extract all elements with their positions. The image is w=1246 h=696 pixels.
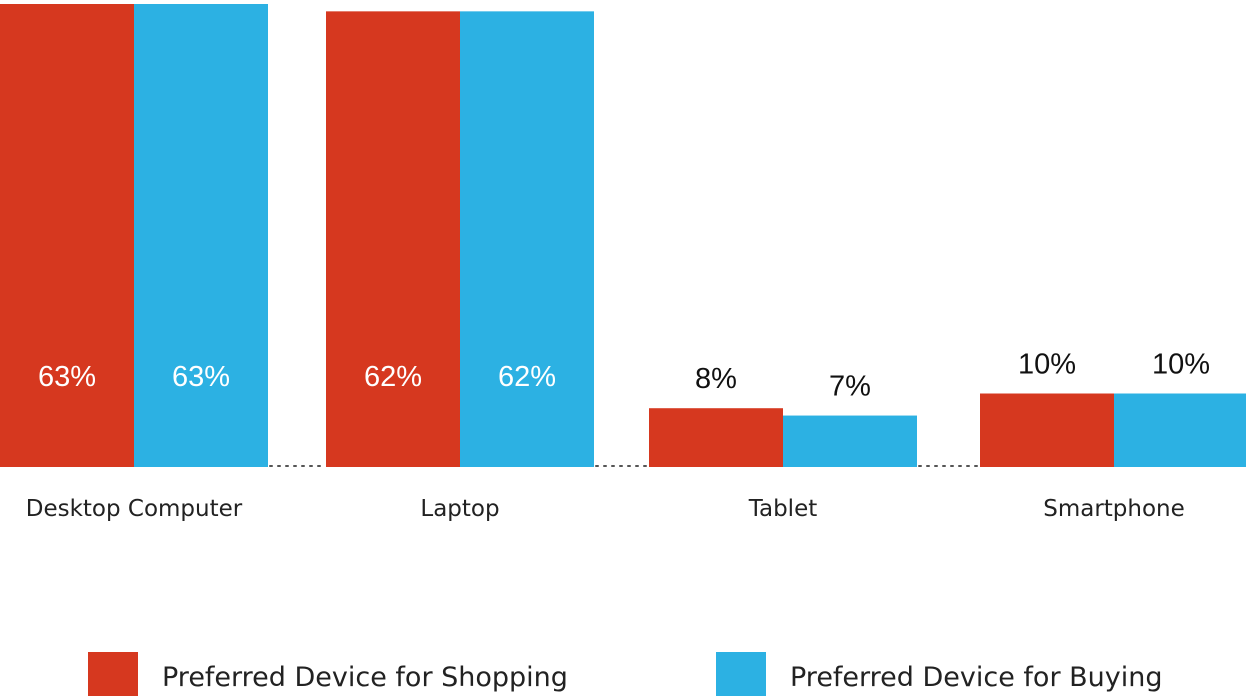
legend-swatch-buying <box>716 652 766 696</box>
value-label-desktop-computer-buying: 63% <box>172 361 230 393</box>
category-label-smartphone: Smartphone <box>1043 496 1185 522</box>
value-labels-layer: 63% 63% 62% 62% 8% 7% 10% 10% <box>38 349 1210 403</box>
value-label-desktop-computer-shopping: 63% <box>38 361 96 393</box>
bar-desktop-computer-buying <box>134 4 268 467</box>
bar-laptop-buying <box>460 11 594 467</box>
bar-laptop-shopping <box>326 11 460 467</box>
bar-smartphone-shopping <box>980 393 1114 467</box>
value-label-smartphone-buying: 10% <box>1152 349 1210 381</box>
value-label-tablet-buying: 7% <box>829 371 871 403</box>
legend-label-shopping: Preferred Device for Shopping <box>162 662 568 693</box>
bars-layer <box>0 4 1246 467</box>
value-label-smartphone-shopping: 10% <box>1018 349 1076 381</box>
bar-desktop-computer-shopping <box>0 4 134 467</box>
legend-swatch-shopping <box>88 652 138 696</box>
bar-tablet-shopping <box>649 408 783 467</box>
value-label-laptop-shopping: 62% <box>364 361 422 393</box>
legend: Preferred Device for Shopping Preferred D… <box>88 652 1163 696</box>
category-labels-layer: Desktop Computer Laptop Tablet Smartphone <box>26 496 1185 522</box>
value-label-tablet-shopping: 8% <box>695 363 737 395</box>
bar-smartphone-buying <box>1114 393 1246 467</box>
legend-label-buying: Preferred Device for Buying <box>790 662 1163 693</box>
value-label-laptop-buying: 62% <box>498 361 556 393</box>
category-label-tablet: Tablet <box>748 496 818 522</box>
bar-tablet-buying <box>783 415 917 467</box>
category-label-laptop: Laptop <box>420 496 499 522</box>
category-label-desktop-computer: Desktop Computer <box>26 496 243 522</box>
